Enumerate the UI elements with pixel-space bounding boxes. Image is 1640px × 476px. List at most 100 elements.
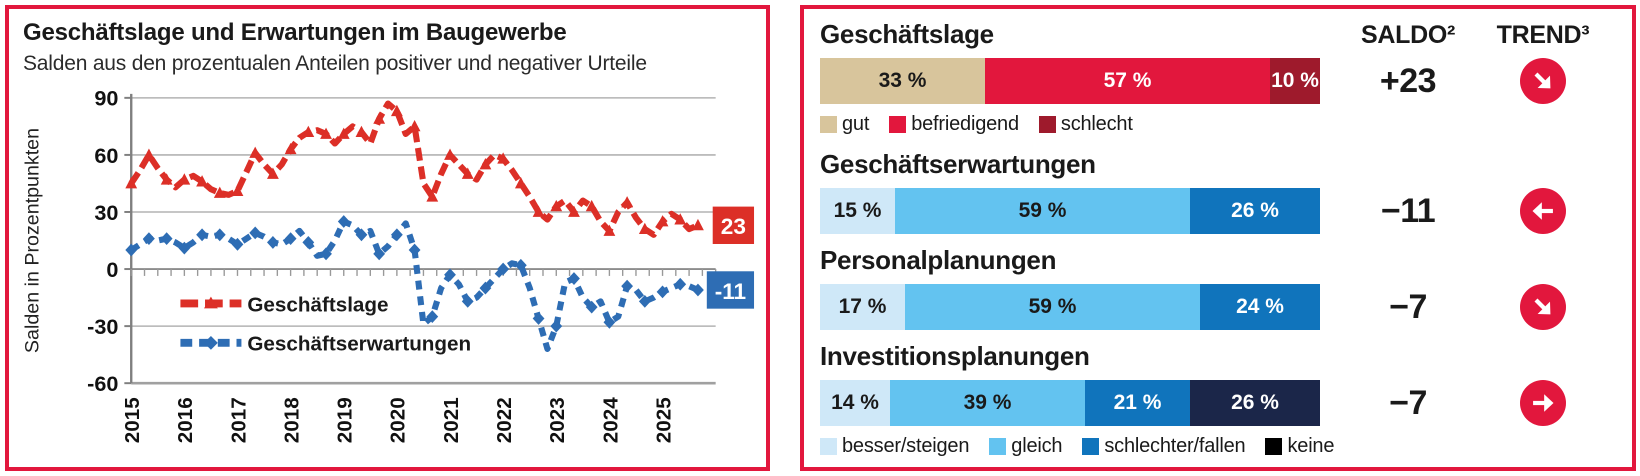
legend-label: gut bbox=[842, 113, 870, 135]
legend-swatch bbox=[889, 116, 907, 133]
legend-item-keine: keine bbox=[1265, 435, 1334, 458]
triangle-marker bbox=[497, 152, 510, 164]
legend-label: befriedigend bbox=[911, 113, 1019, 135]
bar-legend: besser/steigen gleich schlechter/fallen kei… bbox=[820, 435, 1618, 458]
legend-diamond-marker bbox=[204, 335, 218, 350]
line-chart-panel: Geschäftslage und Erwartungen im Baugewe… bbox=[5, 5, 770, 471]
section-title: Geschäftslage bbox=[820, 19, 994, 49]
legend-label: schlechter/fallen bbox=[1104, 435, 1246, 457]
y-tick-label: 0 bbox=[106, 257, 118, 282]
legend-label-geschaeftserwartungen: Geschäftserwartungen bbox=[247, 333, 471, 356]
diamond-marker bbox=[196, 228, 208, 242]
geschaeftslage-markers bbox=[125, 104, 704, 236]
triangle-marker bbox=[603, 224, 616, 236]
saldo-value: +23 bbox=[1379, 61, 1437, 100]
diamond-marker bbox=[532, 312, 545, 325]
triangle-marker bbox=[178, 173, 191, 185]
bar-segment: 59 % bbox=[905, 284, 1200, 330]
y-tick-label: 60 bbox=[94, 143, 118, 168]
diamond-marker bbox=[302, 236, 315, 249]
triangle-marker bbox=[213, 186, 226, 198]
diamond-marker bbox=[408, 243, 421, 257]
triangle-marker bbox=[231, 184, 244, 196]
y-axis-label: Salden in Prozentpunkten bbox=[23, 128, 44, 353]
diamond-marker bbox=[550, 319, 563, 333]
diamond-marker bbox=[603, 315, 616, 329]
section-investitionsplanungen: Investitionsplanungen 14 % 39 % 21 % 26 % −7 b… bbox=[820, 341, 1618, 458]
triangle-marker bbox=[302, 125, 315, 138]
diamond-marker bbox=[213, 228, 226, 242]
legend-item-gut: gut bbox=[820, 113, 869, 136]
diamond-marker bbox=[497, 262, 510, 276]
triangle-marker bbox=[408, 119, 421, 132]
bar-segment: 59 % bbox=[895, 188, 1190, 234]
triangle-marker bbox=[461, 167, 474, 179]
x-tick-label: 2019 bbox=[334, 397, 357, 443]
x-tick-label: 2018 bbox=[280, 397, 303, 443]
bar-segment: 24 % bbox=[1200, 284, 1320, 330]
x-tick-label: 2015 bbox=[121, 397, 144, 443]
trend-arrow bbox=[1533, 394, 1554, 412]
diamond-marker bbox=[143, 232, 155, 246]
triangle-marker bbox=[444, 148, 456, 160]
diamond-marker bbox=[320, 247, 332, 261]
trend-left-icon bbox=[1520, 188, 1566, 234]
survey-results-panel: Geschäftslage SALDO² TREND³ 33 % 57 % 10 % +23… bbox=[800, 5, 1636, 471]
bar-segment: 14 % bbox=[820, 380, 890, 426]
triangle-marker bbox=[355, 125, 368, 138]
saldo-value: −7 bbox=[1389, 383, 1427, 422]
legend-swatch bbox=[1082, 438, 1100, 455]
saldo-value: −11 bbox=[1380, 191, 1436, 230]
legend-item-befriedigend: befriedigend bbox=[889, 113, 1019, 136]
stacked-bar: 33 % 57 % 10 % bbox=[820, 58, 1320, 104]
trend-header: TREND³ bbox=[1496, 21, 1590, 49]
legend-label: gleich bbox=[1011, 435, 1063, 457]
bar-segment: 17 % bbox=[820, 284, 905, 330]
diamond-marker bbox=[674, 277, 687, 291]
bar-segment: 57 % bbox=[985, 58, 1270, 104]
trend-cell bbox=[1468, 58, 1618, 104]
erwartungen-value-label: -11 bbox=[715, 279, 746, 304]
trend-cell bbox=[1468, 284, 1618, 330]
trend-down-right-icon bbox=[1520, 58, 1566, 104]
triangle-marker bbox=[532, 205, 545, 217]
geschaeftslage-line bbox=[128, 100, 700, 238]
x-tick-label: 2020 bbox=[387, 397, 410, 443]
stacked-bar: 15 % 59 % 26 % bbox=[820, 188, 1320, 234]
triangle-marker bbox=[196, 175, 208, 187]
triangle-marker bbox=[514, 177, 527, 189]
x-tick-label: 2017 bbox=[227, 397, 250, 443]
triangle-marker bbox=[426, 190, 439, 202]
diamond-marker bbox=[267, 236, 279, 249]
section-personalplanungen: Personalplanungen 17 % 59 % 24 % −7 bbox=[820, 245, 1618, 330]
diamond-marker bbox=[160, 232, 173, 246]
trend-cell bbox=[1468, 380, 1618, 426]
geschaeftserwartungen-line bbox=[129, 218, 700, 352]
legend-item-besser-steigen: besser/steigen bbox=[820, 435, 969, 458]
triangle-marker bbox=[621, 196, 634, 208]
survey-sections: Geschäftslage SALDO² TREND³ 33 % 57 % 10 % +23… bbox=[820, 19, 1618, 458]
triangle-marker bbox=[284, 142, 297, 155]
x-tick-label: 2016 bbox=[174, 397, 197, 443]
bar-segment: 15 % bbox=[820, 188, 895, 234]
y-tick-label: -60 bbox=[87, 371, 118, 396]
x-tick-label: 2022 bbox=[493, 397, 516, 443]
x-tick-label: 2024 bbox=[599, 397, 622, 443]
triangle-marker bbox=[656, 215, 669, 227]
triangle-marker bbox=[479, 158, 492, 170]
triangle-marker bbox=[585, 199, 598, 212]
triangle-marker bbox=[337, 127, 350, 139]
bar-legend: gut befriedigend schlecht bbox=[820, 113, 1618, 136]
triangle-marker bbox=[249, 146, 262, 158]
triangle-marker bbox=[568, 205, 580, 217]
bar-segment: 39 % bbox=[890, 380, 1085, 426]
triangle-marker bbox=[125, 177, 138, 189]
legend-swatch bbox=[989, 438, 1007, 455]
section-geschäftslage: Geschäftslage SALDO² TREND³ 33 % 57 % 10 % +23… bbox=[820, 19, 1618, 136]
triangle-marker bbox=[390, 104, 403, 117]
legend-label: schlecht bbox=[1060, 113, 1133, 135]
y-tick-label: 90 bbox=[94, 86, 118, 111]
triangle-marker bbox=[550, 199, 563, 212]
bar-segment: 33 % bbox=[820, 58, 985, 104]
